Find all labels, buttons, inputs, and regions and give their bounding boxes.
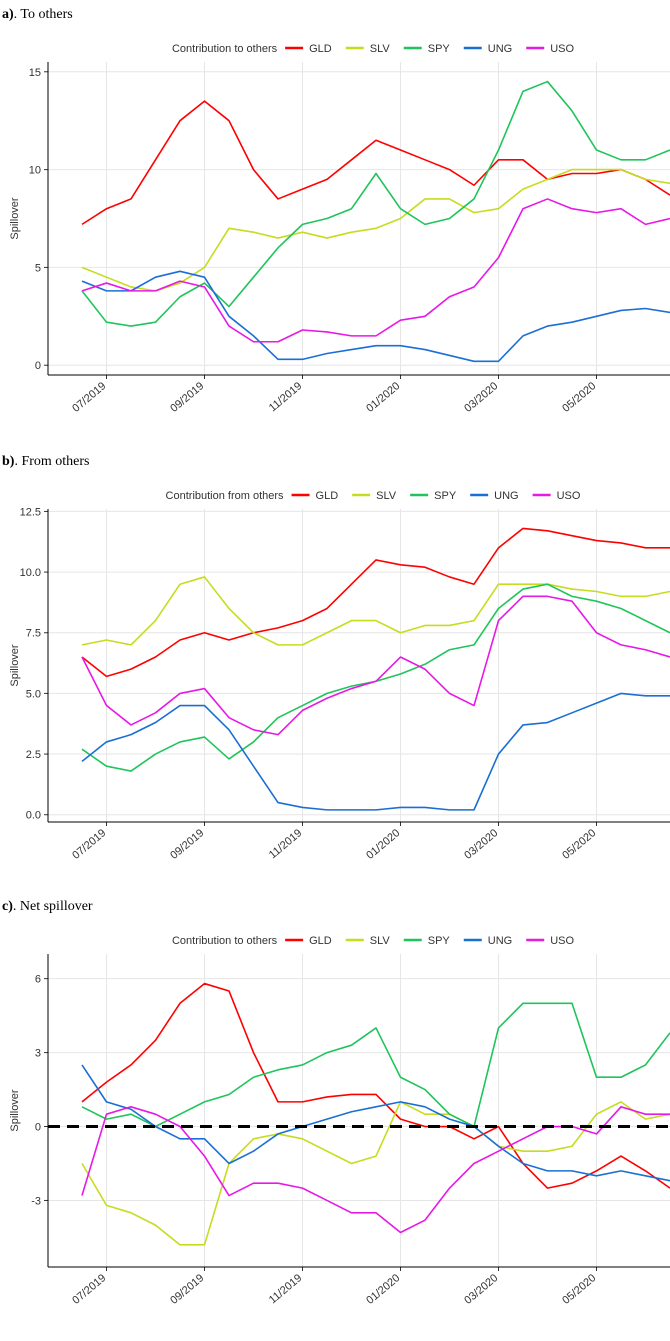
x-tick-label: 03/2020 bbox=[462, 827, 500, 862]
series-line bbox=[81, 595, 670, 736]
y-tick-label: 0.0 bbox=[26, 810, 41, 822]
chart: c). Net spillover -3 0 3 6 07/2019 09/2019 11/2… bbox=[2, 899, 670, 1307]
x-tick-label: 05/2020 bbox=[560, 1272, 598, 1307]
x-tick-label: 05/2020 bbox=[560, 827, 598, 862]
x-tick-label: 11/2019 bbox=[267, 1272, 305, 1306]
y-axis-label: Spillover bbox=[9, 644, 21, 687]
panel-heading: a). To others bbox=[2, 7, 73, 22]
legend-title: Contribution from others bbox=[166, 490, 284, 502]
series-line bbox=[81, 80, 670, 327]
x-tick-label: 09/2019 bbox=[168, 1272, 206, 1307]
legend-label: GLD bbox=[309, 43, 332, 55]
legend-label: SPY bbox=[434, 490, 457, 502]
y-tick-label: 15 bbox=[29, 67, 41, 79]
legend-label: SPY bbox=[428, 43, 451, 55]
legend: Contribution to others GLD SLV SPY UNG USO bbox=[172, 935, 575, 947]
y-tick-label: 12.5 bbox=[20, 506, 41, 518]
y-axis-label: Spillover bbox=[9, 197, 21, 240]
chart: b). From others 0.0 2.5 5.0 7.5 10.0 12.5 07/20… bbox=[2, 454, 670, 862]
y-tick-label: 0 bbox=[35, 360, 41, 372]
y-tick-label: 0 bbox=[35, 1122, 41, 1134]
series-line bbox=[81, 576, 670, 646]
panel-heading: c). Net spillover bbox=[2, 899, 93, 914]
series-line bbox=[81, 1002, 670, 1128]
series-line bbox=[81, 1064, 670, 1182]
legend: Contribution to others GLD SLV SPY UNG USO bbox=[172, 43, 575, 55]
panel-label: b) bbox=[2, 454, 15, 469]
x-tick-label: 03/2020 bbox=[462, 1272, 500, 1307]
y-tick-label: 2.5 bbox=[26, 749, 41, 761]
panel-label: c) bbox=[2, 899, 13, 914]
y-tick-label: 10 bbox=[29, 165, 41, 177]
x-tick-label: 07/2019 bbox=[70, 380, 108, 415]
x-tick-label: 07/2019 bbox=[70, 827, 108, 862]
legend-label: UNG bbox=[494, 490, 518, 502]
x-tick-label: 09/2019 bbox=[168, 380, 206, 415]
y-tick-label: 6 bbox=[35, 974, 41, 986]
y-tick-label: 3 bbox=[35, 1048, 41, 1060]
panel-title: . From others bbox=[14, 454, 89, 469]
legend-label: UNG bbox=[488, 43, 512, 55]
legend-label: SPY bbox=[428, 935, 451, 947]
y-axis-label: Spillover bbox=[9, 1089, 21, 1132]
series-line bbox=[81, 583, 670, 772]
x-tick-label: 01/2020 bbox=[364, 380, 402, 415]
series-line bbox=[81, 198, 670, 343]
y-tick-label: 7.5 bbox=[26, 628, 41, 640]
legend-label: USO bbox=[550, 43, 574, 55]
panel-label: a) bbox=[2, 7, 14, 22]
x-tick-label: 03/2020 bbox=[462, 380, 500, 415]
legend-title: Contribution to others bbox=[172, 935, 278, 947]
y-tick-label: 5 bbox=[35, 262, 41, 274]
series-line bbox=[81, 270, 670, 363]
y-tick-label: -3 bbox=[31, 1195, 41, 1207]
series-line bbox=[81, 527, 670, 678]
panel-title: . Net spillover bbox=[13, 899, 93, 914]
series-line bbox=[81, 982, 670, 1189]
x-tick-label: 01/2020 bbox=[364, 827, 402, 862]
x-tick-label: 11/2019 bbox=[267, 827, 305, 861]
legend-label: USO bbox=[557, 490, 581, 502]
series-line bbox=[81, 1101, 670, 1246]
legend-label: SLV bbox=[370, 935, 391, 947]
x-tick-label: 07/2019 bbox=[70, 1272, 108, 1307]
y-tick-label: 10.0 bbox=[20, 567, 41, 579]
legend: Contribution from others GLD SLV SPY UNG USO bbox=[166, 490, 581, 502]
legend-label: GLD bbox=[316, 490, 339, 502]
x-tick-label: 01/2020 bbox=[364, 1272, 402, 1307]
y-tick-label: 5.0 bbox=[26, 688, 41, 700]
x-tick-label: 09/2019 bbox=[168, 827, 206, 862]
panel-title: . To others bbox=[14, 7, 73, 22]
x-tick-label: 11/2019 bbox=[267, 380, 305, 414]
x-tick-label: 05/2020 bbox=[560, 380, 598, 415]
legend-label: SLV bbox=[376, 490, 397, 502]
legend-label: SLV bbox=[370, 43, 391, 55]
panel-heading: b). From others bbox=[2, 454, 90, 469]
series-line bbox=[81, 692, 670, 811]
legend-label: GLD bbox=[309, 935, 332, 947]
series-line bbox=[81, 100, 670, 226]
legend-title: Contribution to others bbox=[172, 43, 278, 55]
legend-label: USO bbox=[550, 935, 574, 947]
chart: a). To others 0 5 10 15 07/2019 09/2019 11/2019… bbox=[2, 7, 670, 415]
legend-label: UNG bbox=[488, 935, 512, 947]
series-line bbox=[81, 168, 670, 292]
